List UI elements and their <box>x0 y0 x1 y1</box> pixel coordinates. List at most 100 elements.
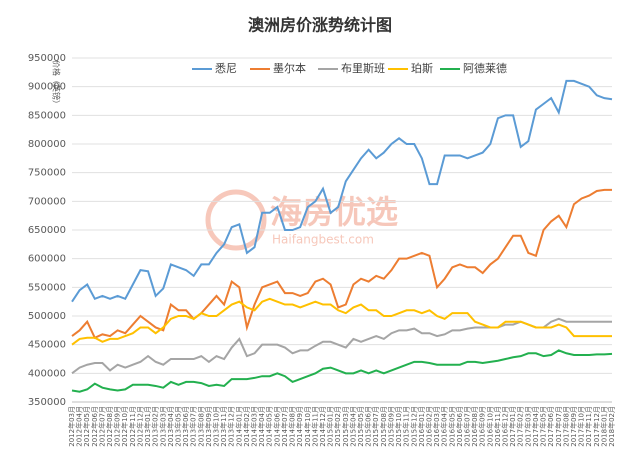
x-tick-label: 2015年01月 <box>326 406 335 447</box>
x-tick-label: 2015年10月 <box>394 406 403 447</box>
y-tick-label: 400000 <box>28 368 66 379</box>
x-tick-label: 2012年07月 <box>97 406 106 447</box>
x-tick-label: 2015年04月 <box>348 406 357 447</box>
x-tick-label: 2013年02月 <box>151 406 160 447</box>
x-tick-label: 2013年06月 <box>181 406 190 447</box>
x-tick-label: 2018年01月 <box>599 406 608 447</box>
x-tick-label: 2012年12月 <box>135 406 144 447</box>
legend-label: 阿德莱德 <box>463 61 507 75</box>
x-tick-label: 2013年10月 <box>212 406 221 447</box>
y-tick-label: 650000 <box>28 225 66 236</box>
x-tick-label: 2016年09月 <box>478 406 487 447</box>
x-tick-label: 2014年04月 <box>257 406 266 447</box>
x-tick-label: 2016年06月 <box>455 406 464 447</box>
x-tick-label: 2013年05月 <box>173 406 182 447</box>
x-tick-label: 2014年03月 <box>250 406 259 447</box>
legend-label: 墨尔本 <box>273 61 306 75</box>
x-tick-label: 2012年03月 <box>67 406 76 447</box>
x-tick-label: 2015年02月 <box>333 406 342 447</box>
x-tick-label: 2015年08月 <box>379 406 388 447</box>
watermark: 海房优选 Haifangbest.com <box>205 189 398 251</box>
series-line <box>71 188 612 340</box>
legend-label: 布里斯班 <box>341 62 385 75</box>
x-tick-label: 2017年08月 <box>561 406 570 447</box>
x-tick-label: 2016年10月 <box>485 406 494 447</box>
x-tick-label: 2017年01月 <box>508 406 517 447</box>
x-tick-label: 2015年11月 <box>402 406 411 447</box>
x-tick-label: 2012年10月 <box>120 406 129 447</box>
x-tick-label: 2016年04月 <box>440 406 449 447</box>
watermark-logo <box>205 189 267 251</box>
series-line <box>71 317 612 375</box>
x-tick-label: 2016年08月 <box>470 406 479 447</box>
x-tick-label: 2016年03月 <box>432 406 441 447</box>
x-tick-label: 2015年09月 <box>386 406 395 447</box>
x-tick-label: 2013年08月 <box>196 406 205 447</box>
x-tick-label: 2015年12月 <box>409 406 418 447</box>
x-tick-label: 2014年05月 <box>265 406 274 447</box>
series-line <box>71 297 612 346</box>
x-tick-label: 2017年05月 <box>539 406 548 447</box>
watermark-main: 海房优选 <box>270 193 398 231</box>
x-tick-label: 2012年08月 <box>105 406 114 447</box>
x-tick-label: 2015年03月 <box>341 406 350 447</box>
x-tick-label: 2018年02月 <box>607 406 616 447</box>
x-tick-label: 2013年03月 <box>158 406 167 447</box>
x-tick-label: 2016年02月 <box>424 406 433 447</box>
x-tick-label: 2012年06月 <box>90 406 99 447</box>
x-tick-label: 2016年11月 <box>493 406 502 447</box>
y-axis-label: 价格（英镑） <box>52 60 62 108</box>
x-tick-label: 2013年04月 <box>166 406 175 447</box>
x-tick-label: 2013年12月 <box>227 406 236 447</box>
x-tick-label: 2016年07月 <box>462 406 471 447</box>
y-tick-label: 750000 <box>28 168 66 179</box>
x-tick-label: 2012年05月 <box>82 406 91 447</box>
legend-label: 悉尼 <box>215 62 237 75</box>
x-tick-label: 2016年12月 <box>501 406 510 447</box>
x-tick-label: 2017年02月 <box>516 406 525 447</box>
x-tick-label: 2013年09月 <box>204 406 213 447</box>
y-tick-label: 850000 <box>28 110 66 121</box>
y-tick-label: 500000 <box>28 311 66 322</box>
x-tick-label: 2017年09月 <box>569 406 578 447</box>
x-tick-label: 2015年05月 <box>356 406 365 447</box>
y-tick-label: 350000 <box>28 397 66 408</box>
x-tick-label: 2016年01月 <box>417 406 426 447</box>
series-line <box>71 79 613 303</box>
x-tick-label: 2014年02月 <box>242 406 251 447</box>
x-tick-label: 2016年05月 <box>447 406 456 447</box>
x-tick-label: 2014年10月 <box>303 406 312 447</box>
x-tick-label: 2012年11月 <box>128 406 137 447</box>
x-tick-label: 2014年06月 <box>272 406 281 447</box>
x-tick-label: 2015年07月 <box>371 406 380 447</box>
x-tick-label: 2017年07月 <box>554 406 563 447</box>
chart-title: 澳洲房价涨势统计图 <box>248 16 392 35</box>
x-tick-label: 2012年04月 <box>75 406 84 447</box>
x-tick-label: 2014年07月 <box>280 406 289 447</box>
y-tick-label: 550000 <box>28 282 66 293</box>
x-tick-label: 2014年11月 <box>310 406 319 447</box>
y-tick-label: 900000 <box>28 82 66 93</box>
x-tick-label: 2012年09月 <box>113 406 122 447</box>
x-tick-label: 2017年11月 <box>584 406 593 447</box>
x-tick-label: 2014年08月 <box>288 406 297 447</box>
x-tick-label: 2014年01月 <box>234 406 243 447</box>
y-tick-label: 950000 <box>28 53 66 64</box>
y-tick-label: 700000 <box>28 196 66 207</box>
x-tick-label: 2017年03月 <box>523 406 532 447</box>
watermark-sub: Haifangbest.com <box>272 233 374 247</box>
legend-label: 珀斯 <box>411 61 433 75</box>
x-tick-label: 2017年04月 <box>531 406 540 447</box>
x-tick-label: 2017年06月 <box>546 406 555 447</box>
x-tick-label: 2013年01月 <box>143 406 152 447</box>
x-tick-label: 2013年11月 <box>219 406 228 447</box>
x-tick-label: 2013年07月 <box>189 406 198 447</box>
y-tick-label: 800000 <box>28 139 66 150</box>
y-tick-label: 600000 <box>28 254 66 265</box>
x-tick-label: 2017年10月 <box>577 406 586 447</box>
series-line <box>71 349 613 393</box>
x-tick-label: 2014年09月 <box>295 406 304 447</box>
y-tick-label: 450000 <box>28 340 66 351</box>
x-tick-label: 2015年06月 <box>364 406 373 447</box>
